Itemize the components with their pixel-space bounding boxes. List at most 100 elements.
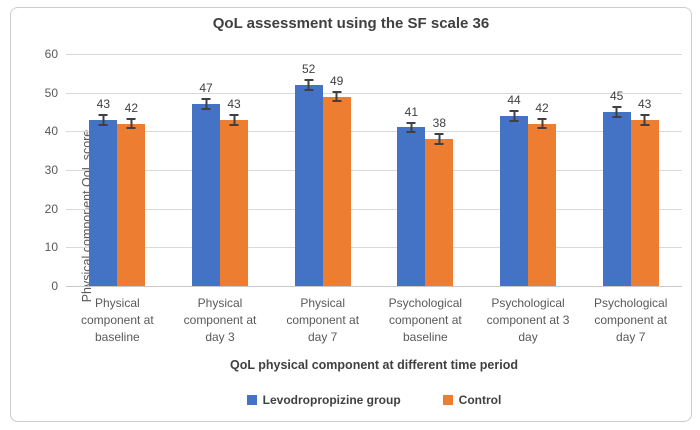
error-bar-bottom-cap	[434, 142, 444, 145]
error-bar-top-cap	[332, 90, 342, 93]
error-bar	[406, 121, 416, 134]
error-bar-bottom-cap	[612, 115, 622, 118]
error-bar-top-cap	[434, 133, 444, 136]
bar-group-2: 52 49	[271, 62, 374, 286]
legend-item: Levodropropizine group	[246, 393, 401, 407]
bar: 43	[89, 97, 118, 286]
bars-layer: 43 42 47 43 52 49 41 38 44 42 45 43	[66, 54, 682, 286]
legend: Levodropropizine group Control	[66, 393, 682, 407]
error-bar	[332, 90, 342, 103]
chart-frame: QoL assessment using the SF scale 36 Phy…	[10, 7, 692, 422]
error-bar-top-cap	[509, 110, 519, 113]
bar-group-5: 45 43	[579, 89, 682, 286]
error-bar-top-cap	[537, 117, 547, 120]
bar-group-0: 43 42	[66, 97, 169, 286]
error-bar-top-cap	[126, 117, 136, 120]
error-bar-line	[130, 119, 133, 128]
data-label: 43	[96, 96, 111, 111]
error-bar-bottom-cap	[640, 123, 650, 126]
error-bar-line	[615, 108, 618, 116]
error-bar-bottom-cap	[201, 108, 211, 111]
error-bar	[201, 98, 211, 111]
y-tick-label-30: 30	[44, 163, 58, 177]
error-bar-line	[643, 115, 646, 124]
error-bar	[434, 133, 444, 145]
error-bar-line	[541, 119, 544, 128]
error-bar-bottom-cap	[406, 131, 416, 134]
error-bar	[537, 117, 547, 130]
error-bar	[509, 110, 519, 122]
bar: 52	[294, 62, 323, 286]
bar: 41	[397, 105, 426, 286]
data-label: 49	[329, 73, 344, 88]
error-bar-top-cap	[201, 98, 211, 101]
y-tick-label-20: 20	[44, 201, 58, 216]
error-bar-top-cap	[304, 79, 314, 82]
error-bar-line	[335, 92, 338, 101]
data-label: 42	[535, 100, 549, 115]
bar: 47	[192, 81, 220, 286]
bar-group-4: 44 42	[477, 93, 580, 286]
error-bar-bottom-cap	[509, 119, 519, 122]
data-label: 43	[638, 96, 652, 111]
bar: 49	[322, 74, 351, 286]
legend-swatch-icon	[246, 395, 257, 405]
error-bar-bottom-cap	[332, 100, 342, 103]
bar-group-3: 41 38	[374, 105, 477, 286]
error-bar	[126, 117, 136, 130]
error-bar-bottom-cap	[229, 123, 239, 126]
data-label: 38	[432, 116, 447, 131]
error-bar-bottom-cap	[126, 127, 136, 130]
x-category-label-2: Physical component at day 7	[286, 296, 360, 344]
x-category-label-4: Psychological component at 3 day	[486, 296, 570, 344]
error-bar-line	[513, 112, 516, 120]
data-label: 42	[124, 100, 139, 115]
x-category-label-3: Psychological component at baseline	[388, 296, 463, 344]
error-bar-line	[233, 115, 235, 124]
data-label: 44	[507, 93, 521, 108]
error-bar	[98, 113, 108, 126]
bar: 44	[500, 93, 529, 286]
gridline-y-30	[66, 170, 682, 171]
x-axis-title: QoL physical component at different time…	[229, 358, 518, 372]
data-label: 41	[404, 104, 419, 119]
plot-area: Physical component QoL score 0 10 20 30 40 50…	[45, 47, 682, 302]
error-bar	[229, 113, 239, 126]
y-tick-label-40: 40	[44, 124, 58, 139]
y-tick-label-10: 10	[44, 240, 58, 255]
error-bar-line	[205, 100, 207, 109]
gridline-y-50	[66, 92, 682, 94]
error-bar-top-cap	[229, 113, 239, 116]
bar: 42	[528, 101, 557, 286]
y-tick-label-50: 50	[44, 85, 58, 100]
gridline-y-0	[66, 286, 682, 287]
plot-column: Physical component QoL score 0 10 20 30 40 50…	[45, 47, 682, 407]
y-tick-label-60: 60	[44, 47, 58, 61]
error-bar	[612, 106, 622, 118]
error-bar-line	[410, 123, 413, 132]
error-bar	[304, 79, 314, 91]
error-bar	[640, 113, 650, 126]
error-bar-bottom-cap	[537, 127, 547, 130]
bar: 38	[425, 116, 454, 286]
error-bar-top-cap	[406, 121, 416, 124]
x-category-label-5: Psychological component at day 7	[594, 296, 668, 344]
gridline-y-40	[66, 131, 682, 133]
legend-label: Control	[458, 393, 502, 407]
legend-label: Levodropropizine group	[262, 393, 401, 407]
error-bar-top-cap	[640, 113, 650, 116]
data-label: 43	[227, 96, 241, 111]
legend-item: Control	[442, 393, 502, 407]
gridline-y-60	[66, 54, 682, 55]
x-category-label-1: Physical component at day 3	[183, 296, 257, 344]
gridline-y-10	[66, 247, 682, 249]
error-bar-bottom-cap	[304, 88, 314, 91]
bar-group-1: 47 43	[169, 81, 272, 286]
error-bar-top-cap	[98, 113, 108, 116]
bar: 43	[220, 97, 248, 286]
bar: 43	[630, 97, 659, 286]
bar: 45	[602, 89, 631, 286]
gridline-y-20	[66, 208, 682, 210]
data-label: 47	[199, 81, 213, 96]
bar: 42	[117, 101, 146, 286]
